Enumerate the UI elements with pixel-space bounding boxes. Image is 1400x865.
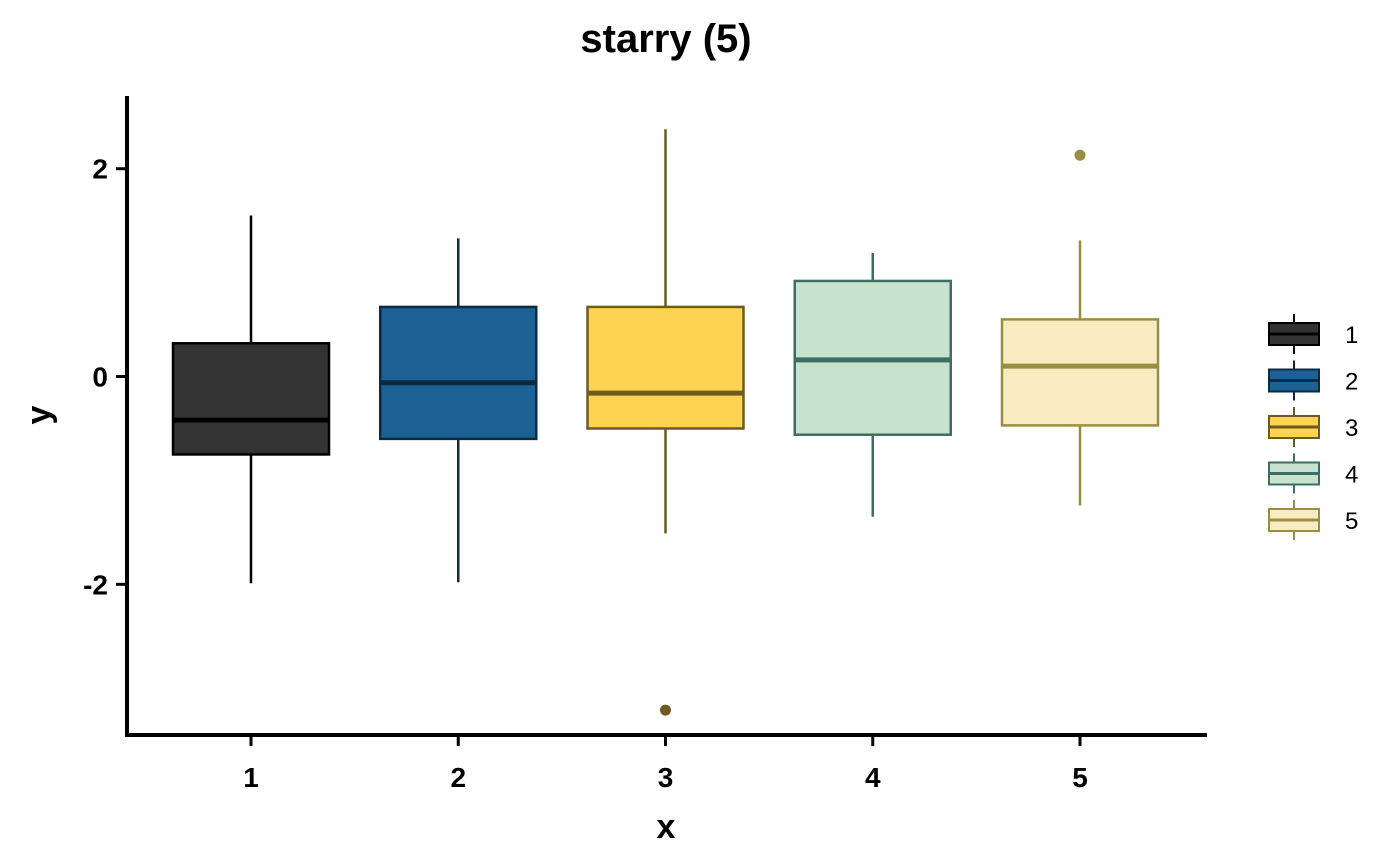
- box-group-5: [1000, 149, 1160, 506]
- outlier-point-5-0: [1074, 149, 1086, 161]
- y-axis-label: y: [20, 405, 58, 424]
- legend-label-1: 1: [1345, 322, 1358, 349]
- box-group-2: [379, 238, 538, 583]
- box-2: [379, 305, 538, 441]
- y-tick-label-2: 2: [92, 154, 108, 185]
- box-1: [171, 342, 331, 456]
- y-tick-label-0: 0: [92, 362, 108, 393]
- legend-label-5: 5: [1345, 508, 1358, 535]
- legend-item-1: 1: [1268, 314, 1358, 354]
- box-group-4: [793, 252, 952, 517]
- chart-title: starry (5): [580, 17, 751, 61]
- legend-item-2: 2: [1268, 360, 1358, 401]
- x-tick-label-3: 3: [658, 762, 674, 793]
- box-group-3: [586, 129, 745, 716]
- legend-label-4: 4: [1345, 462, 1358, 489]
- outlier-point-3-0: [660, 704, 671, 716]
- x-axis-label: x: [657, 808, 676, 846]
- x-tick-label-1: 1: [243, 762, 259, 793]
- x-tick-label-4: 4: [865, 762, 881, 793]
- x-tick-label-5: 5: [1072, 762, 1088, 793]
- box-3: [586, 305, 745, 430]
- legend-item-5: 5: [1268, 500, 1358, 540]
- x-tick-label-2: 2: [450, 762, 466, 793]
- legend-item-3: 3: [1268, 407, 1358, 447]
- legend: 1 2 3 4 5: [1268, 314, 1358, 540]
- box-group-1: [171, 215, 331, 584]
- axis-ticks: -2 0 2 1 2 3 4 5: [83, 154, 1088, 793]
- y-tick-label--2: -2: [83, 569, 108, 600]
- box-5: [1000, 318, 1160, 427]
- legend-label-2: 2: [1345, 369, 1358, 396]
- legend-label-3: 3: [1345, 415, 1358, 442]
- plot-area: [171, 129, 1160, 716]
- legend-item-4: 4: [1268, 453, 1358, 494]
